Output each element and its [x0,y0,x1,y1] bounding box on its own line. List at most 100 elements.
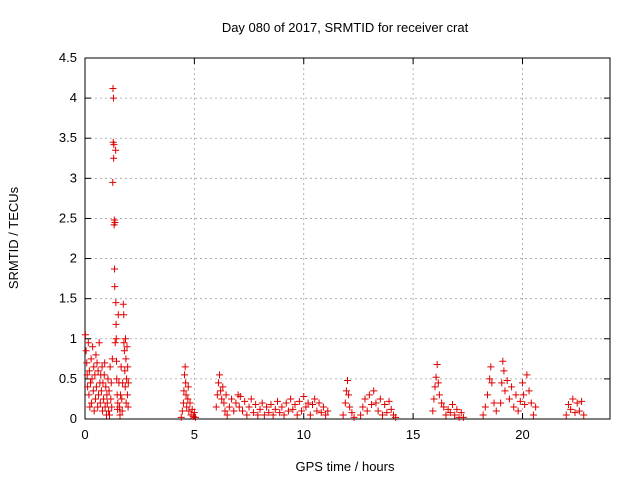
data-point [341,399,349,407]
data-point [430,395,438,403]
data-point [514,407,522,415]
data-point [90,407,98,415]
data-point [123,375,131,383]
data-point [567,405,575,413]
data-point [90,363,98,371]
data-point [122,399,130,407]
data-point [109,178,117,186]
data-point [284,407,292,415]
x-axis-label: GPS time / hours [296,459,395,474]
data-point [109,94,117,102]
y-tick-label: 2.5 [59,210,77,225]
data-point [219,383,227,391]
data-point [110,141,118,149]
data-point [313,407,321,415]
data-point [265,409,273,417]
data-point [177,413,185,421]
data-point [92,351,100,359]
y-tick-label: 4.5 [59,50,77,65]
data-point [319,403,327,411]
data-point [221,407,229,415]
data-point [88,375,96,383]
data-point [245,403,253,411]
data-point [350,413,358,421]
data-point [315,399,323,407]
data-point [109,84,117,92]
data-point [431,383,439,391]
y-tick-label: 2 [70,251,77,266]
data-points [81,84,588,421]
data-point [95,339,103,347]
data-point [217,387,225,395]
data-point [578,397,586,405]
data-point [490,399,498,407]
x-tick-label: 0 [81,427,88,442]
y-tick-label: 0 [70,411,77,426]
data-point [105,407,113,415]
data-point [484,391,491,399]
chart-title: Day 080 of 2017, SRMTID for receiver cra… [222,20,469,35]
data-point [121,383,129,391]
data-point [102,383,110,391]
data-point [239,407,246,415]
data-point [179,399,187,407]
data-point [498,379,506,387]
data-point [361,395,369,403]
data-point [85,367,93,375]
data-point [181,371,189,379]
data-point [564,401,572,409]
data-point [230,407,238,415]
data-point [324,407,332,415]
data-point [97,387,105,395]
data-point [254,411,262,419]
data-point [562,411,570,419]
data-point [121,367,129,375]
data-point [113,375,121,383]
data-point [95,391,103,399]
data-point [182,379,190,387]
data-point [520,391,528,399]
data-point [433,360,441,368]
data-point [519,379,526,387]
data-point [235,403,243,411]
data-point [236,393,244,401]
data-point [89,343,97,351]
data-point [348,409,356,417]
y-tick-label: 0.5 [59,371,77,386]
data-point [91,371,99,379]
data-point [442,411,450,419]
data-point [282,399,290,407]
data-point [101,403,109,411]
y-tick-label: 1 [70,331,77,346]
data-point [218,395,226,403]
data-point [183,403,191,411]
data-point [182,391,190,399]
data-point [512,391,520,399]
data-point [387,405,395,413]
data-point [438,399,446,407]
data-point [370,387,378,395]
data-point [112,335,120,343]
data-point [107,379,115,387]
data-point [434,379,442,387]
data-point [573,399,581,407]
data-point [293,411,301,419]
data-point [580,411,588,419]
data-point [527,399,535,407]
data-point [440,403,448,411]
data-point [479,411,487,419]
data-point [392,413,400,421]
data-point [84,339,92,347]
data-point [81,331,89,339]
data-point [94,367,102,375]
data-point [123,391,131,399]
data-point [383,409,391,417]
data-point [216,371,224,379]
data-point [304,399,312,407]
data-point [271,405,279,413]
grid-lines [85,58,610,419]
data-point [86,403,94,411]
data-point [112,320,120,328]
data-point [184,395,192,403]
data-point [100,371,108,379]
